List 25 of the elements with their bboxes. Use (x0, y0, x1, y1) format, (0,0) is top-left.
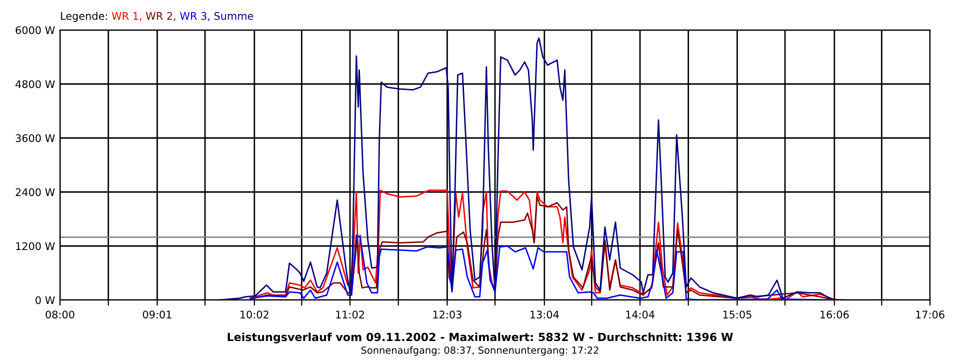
x-tick-label: 09:01 (142, 310, 172, 318)
line-series (250, 234, 834, 300)
x-tick-label: 11:02 (336, 310, 364, 318)
y-tick-label: 1200 W (16, 242, 55, 250)
y-tick-label: 4800 W (16, 80, 55, 88)
text: Summe (214, 12, 254, 20)
x-tick-label: 12:03 (433, 310, 462, 318)
text: WR 3, (180, 12, 210, 21)
legend-title: Legende: (61, 12, 107, 22)
y-tick-label: 6000 W (16, 26, 55, 34)
text: Sonnenaufgang: 08:37, Sonnenuntergang: 17:22 (361, 346, 598, 356)
text: Leistungsverlauf vom 09.11.2002 - Maximalwert: 5832 W - Durchschnitt: 1396 W (228, 332, 733, 344)
x-tick-label: 10:02 (240, 310, 268, 318)
x-tick-label: 08:00 (46, 310, 74, 318)
y-tick-label: 2400 W (16, 188, 55, 196)
x-tick-label: 13:04 (530, 310, 559, 318)
text: WR 1, (112, 12, 142, 21)
x-tick-label: 17:06 (916, 310, 944, 318)
y-tick-label: 3600 W (16, 134, 55, 142)
y-tick-label: 0 W (36, 296, 55, 304)
text: WR 2, (146, 12, 176, 21)
line-series (218, 37, 846, 300)
x-tick-label: 14:04 (626, 310, 654, 318)
x-tick-label: 15:05 (723, 310, 752, 318)
x-tick-label: 16:06 (820, 310, 849, 318)
